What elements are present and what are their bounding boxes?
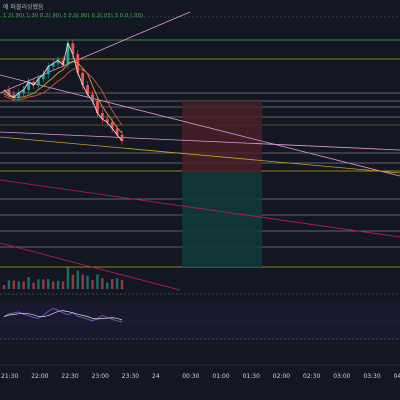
candle-body[interactable]: [41, 74, 45, 79]
volume-bar: [110, 279, 114, 289]
candle-body[interactable]: [110, 122, 114, 129]
candle-body[interactable]: [22, 89, 26, 93]
oscillator-signal-line: [3, 310, 123, 321]
time-axis-label: 21:30: [1, 373, 19, 380]
candle-body[interactable]: [120, 134, 124, 141]
candle-body[interactable]: [61, 60, 65, 65]
volume-bar: [22, 281, 25, 289]
candle-body[interactable]: [37, 78, 40, 86]
candle-body[interactable]: [7, 89, 11, 95]
volume-bar: [86, 275, 89, 289]
candle-body[interactable]: [81, 72, 85, 86]
candle-body[interactable]: [71, 43, 75, 55]
stop-loss-zone[interactable]: [182, 101, 262, 171]
volume-bar: [76, 270, 79, 289]
volume-bar: [120, 280, 124, 289]
candle-body[interactable]: [96, 100, 99, 113]
volume-bar: [42, 279, 45, 289]
time-axis-label: 01:00: [212, 373, 230, 380]
volume-bar: [12, 280, 16, 289]
volume-bar: [37, 279, 40, 289]
ohlc-readout: 1 2(.90) 1:30 0.2(.90) 3 0.0(.90) 0.2(.0…: [3, 13, 144, 19]
candle-body[interactable]: [66, 43, 70, 65]
volume-bar: [81, 274, 84, 289]
time-axis-label: 02:30: [303, 373, 321, 380]
volume-bar: [56, 280, 60, 289]
trend-line[interactable]: [0, 242, 181, 291]
time-axis-label: 00:30: [182, 373, 200, 380]
time-axis-label: 22:30: [61, 373, 79, 380]
time-axis-label: 23:00: [91, 373, 109, 380]
moving-average-line: [3, 60, 123, 134]
volume-bar: [91, 280, 94, 289]
candle-body[interactable]: [51, 63, 55, 67]
candle-body[interactable]: [32, 82, 35, 86]
volume-bar: [32, 282, 35, 289]
volume-bar: [7, 280, 11, 289]
volume-bar: [2, 285, 6, 289]
volume-bar: [51, 281, 55, 289]
volume-bar: [27, 277, 30, 289]
candle-body[interactable]: [105, 119, 109, 123]
chart-header-title: 에 퍼블리싱했음: [3, 4, 44, 11]
oscillator-pane[interactable]: [0, 293, 400, 340]
trend-lines[interactable]: [0, 11, 400, 291]
candle-body[interactable]: [17, 92, 21, 98]
candle-body[interactable]: [100, 113, 104, 120]
trend-line[interactable]: [0, 11, 191, 94]
trend-line[interactable]: [0, 136, 400, 174]
volume-bar: [61, 281, 65, 289]
trend-line[interactable]: [0, 74, 400, 177]
volume-bars: [2, 267, 124, 289]
candle-body[interactable]: [56, 60, 60, 64]
volume-bar: [17, 281, 20, 289]
candle-body[interactable]: [115, 128, 119, 135]
time-axis-label: 03:00: [333, 373, 351, 380]
trend-line[interactable]: [0, 131, 400, 151]
trend-line[interactable]: [0, 179, 400, 238]
long-position-tool[interactable]: [182, 101, 262, 267]
volume-bar: [47, 279, 50, 289]
candle-body[interactable]: [12, 94, 16, 98]
candle-body[interactable]: [46, 66, 50, 75]
take-profit-zone[interactable]: [182, 171, 262, 267]
time-axis-label: 22:00: [31, 373, 49, 380]
volume-bar: [115, 278, 119, 289]
volume-bar: [101, 278, 104, 289]
time-axis-label: 02:00: [272, 373, 291, 380]
volume-bar: [106, 282, 109, 289]
volume-bar: [71, 274, 75, 289]
volume-bar: [66, 267, 70, 289]
time-axis-label: 01:30: [242, 373, 260, 380]
volume-bar: [96, 274, 99, 289]
candle-body[interactable]: [91, 94, 94, 101]
time-axis-label: 24: [152, 373, 160, 380]
candle-body[interactable]: [86, 85, 89, 95]
time-axis-label: 04: [393, 373, 400, 380]
candle-body[interactable]: [27, 82, 30, 90]
time-axis-label: 03:30: [363, 373, 381, 380]
oscillator-line: [3, 307, 123, 323]
moving-average-line: [3, 67, 123, 126]
time-axis-label: 23:30: [121, 373, 140, 380]
price-series-line: [3, 41, 123, 142]
